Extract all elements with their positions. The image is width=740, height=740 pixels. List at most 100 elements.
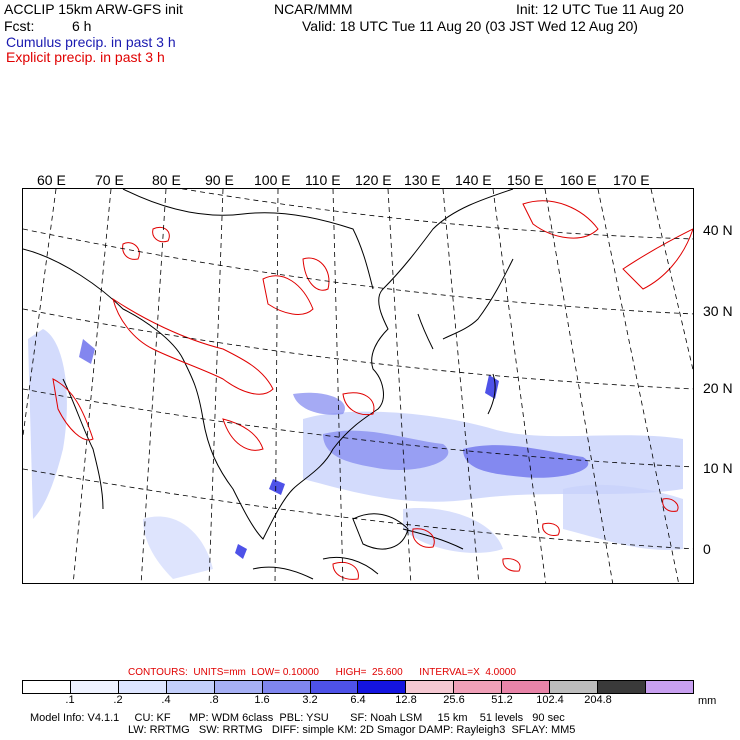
- cumulus-patch: [235, 544, 247, 559]
- explicit-legend: Explicit precip. in past 3 h: [6, 49, 165, 65]
- explicit-contour: [522, 200, 599, 239]
- cumulus-patch: [563, 484, 683, 550]
- colorbar-unit: mm: [698, 695, 717, 707]
- grid-meridian: [597, 189, 679, 583]
- explicit-contour: [122, 242, 140, 260]
- coastline-path: [252, 566, 314, 580]
- explicit-contour: [332, 562, 359, 580]
- colorbar-tick: 204.8: [584, 694, 612, 706]
- colorbar-tick: 25.6: [443, 694, 465, 706]
- cumulus-precip-layer: [28, 329, 683, 579]
- cumulus-patch: [28, 329, 67, 519]
- cumulus-patch: [79, 339, 95, 364]
- lon-label: 80 E: [152, 172, 181, 188]
- colorbar-tick: .1: [65, 694, 75, 706]
- grid-meridian: [140, 189, 167, 583]
- lon-label: 120 E: [355, 172, 392, 188]
- explicit-contour: [302, 257, 330, 291]
- map-panel: [22, 188, 694, 584]
- explicit-contour: [262, 275, 314, 315]
- lat-label: 20 N: [703, 380, 733, 396]
- explicit-contour: [222, 418, 264, 451]
- lat-label: 40 N: [703, 222, 733, 238]
- lon-label: 100 E: [254, 172, 291, 188]
- colorbar-swatch: [645, 681, 693, 693]
- coastline-path: [122, 189, 374, 290]
- coastlines-layer: [23, 189, 514, 580]
- explicit-contour: [662, 498, 679, 512]
- grid-parallel: [23, 308, 693, 390]
- colorbar-swatch: [454, 681, 503, 693]
- explicit-contour: [542, 522, 560, 536]
- colorbar-tick: 1.6: [254, 694, 270, 706]
- coastline-path: [62, 378, 104, 510]
- explicit-contour: [52, 378, 94, 441]
- colorbar-swatch: [70, 681, 119, 693]
- map-canvas: [23, 189, 693, 583]
- explicit-contour: [622, 228, 693, 290]
- fcst-label: Fcst:: [4, 18, 35, 34]
- colorbar-swatch: [262, 681, 311, 693]
- colorbar-tick: 51.2: [491, 694, 513, 706]
- colorbar-swatch: [358, 681, 407, 693]
- cumulus-patch: [269, 479, 285, 495]
- org-label: NCAR/MMM: [274, 1, 353, 17]
- grid-parallel: [181, 189, 693, 240]
- colorbar-swatch: [310, 681, 359, 693]
- cumulus-patch: [485, 375, 499, 399]
- colorbar-tick: .2: [113, 694, 123, 706]
- grid-meridian: [544, 189, 614, 583]
- explicit-contour: [152, 226, 170, 243]
- explicit-contour: [412, 528, 435, 548]
- model-info-line1: Model Info: V4.1.1 CU: KF MP: WDM 6class…: [30, 712, 565, 724]
- grid-meridian: [72, 189, 112, 583]
- model-title: ACCLIP 15km ARW-GFS init: [4, 1, 183, 17]
- lon-label: 110 E: [305, 172, 341, 188]
- lat-lon-grid: [23, 189, 693, 583]
- coastline-path: [442, 258, 514, 340]
- lat-label: 30 N: [703, 303, 733, 319]
- grid-meridian: [23, 189, 57, 439]
- colorbar-swatch: [598, 681, 646, 693]
- valid-time: Valid: 18 UTC Tue 11 Aug 20 (03 JST Wed …: [302, 18, 638, 34]
- grid-meridian: [274, 189, 279, 583]
- lat-label: 10 N: [703, 460, 733, 476]
- coastline-path: [322, 556, 379, 575]
- colorbar: [22, 680, 694, 694]
- lon-label: 90 E: [205, 172, 234, 188]
- grid-meridian: [332, 189, 344, 583]
- lon-label: 160 E: [560, 172, 597, 188]
- init-time: Init: 12 UTC Tue 11 Aug 20: [516, 1, 684, 17]
- explicit-precip-layer: [52, 200, 693, 580]
- grid-meridian: [442, 189, 480, 583]
- cumulus-patch: [143, 516, 213, 579]
- grid-meridian: [387, 189, 412, 583]
- colorbar-tick: 6.4: [350, 694, 366, 706]
- grid-meridian: [650, 189, 693, 372]
- colorbar-swatch: [406, 681, 455, 693]
- lon-label: 60 E: [37, 172, 66, 188]
- lat-label: 0: [703, 541, 711, 557]
- colorbar-tick: 3.2: [302, 694, 318, 706]
- cumulus-patch: [323, 430, 449, 470]
- lon-label: 130 E: [404, 172, 441, 188]
- colorbar-tick: .4: [161, 694, 171, 706]
- model-info-line2: LW: RRTMG SW: RRTMG DIFF: simple KM: 2D …: [128, 724, 576, 736]
- lon-label: 140 E: [455, 172, 492, 188]
- colorbar-swatch: [118, 681, 167, 693]
- explicit-contour: [112, 297, 274, 395]
- fcst-value: 6 h: [72, 18, 92, 34]
- cumulus-patch: [463, 445, 589, 478]
- colorbar-swatch: [214, 681, 263, 693]
- lon-label: 150 E: [507, 172, 544, 188]
- explicit-contour: [502, 558, 521, 572]
- colorbar-swatch: [550, 681, 599, 693]
- colorbar-swatch: [502, 681, 551, 693]
- colorbar-tick: .8: [209, 694, 219, 706]
- coastline-path: [23, 189, 514, 540]
- coastline-path: [352, 513, 409, 550]
- colorbar-tick: 102.4: [536, 694, 564, 706]
- grid-meridian: [492, 189, 547, 583]
- colorbar-swatch: [166, 681, 215, 693]
- lon-label: 70 E: [95, 172, 124, 188]
